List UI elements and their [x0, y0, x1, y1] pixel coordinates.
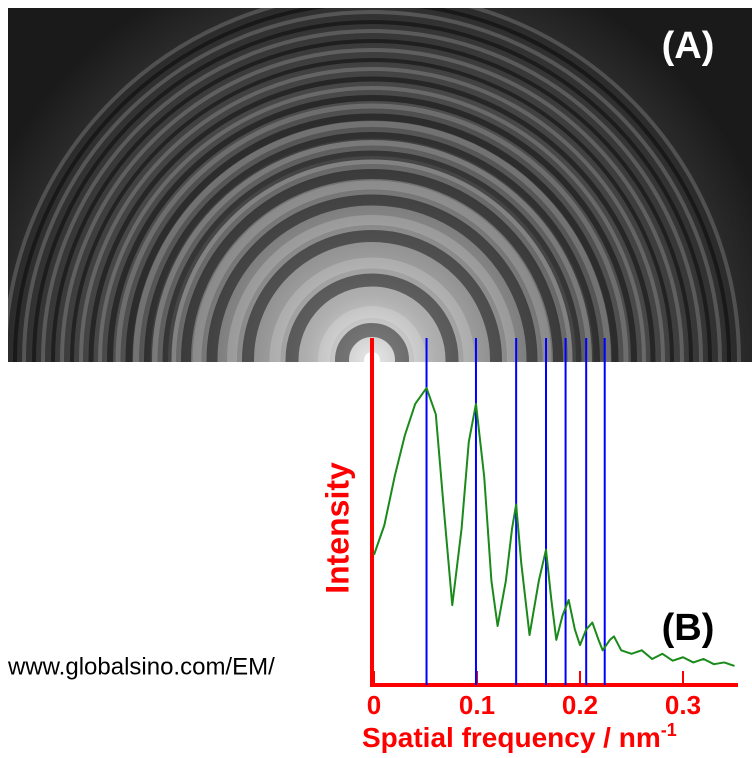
ring [168, 156, 576, 362]
ring [60, 48, 684, 362]
ring [133, 121, 611, 362]
diffraction-image [8, 8, 752, 362]
ring [41, 29, 703, 362]
rings [8, 8, 741, 362]
panel-label: (A) [662, 25, 715, 67]
x-axis-label-sup: -1 [661, 720, 677, 740]
ring [107, 95, 637, 362]
ring [22, 10, 722, 362]
ring [285, 273, 459, 362]
watermark: www.globalsino.com/EM/ [7, 653, 275, 680]
x-axis-label-text: Spatial frequency / nm [362, 722, 661, 753]
ring [150, 138, 594, 362]
image-background [8, 8, 752, 362]
ring [206, 194, 538, 362]
ring [79, 67, 665, 362]
intensity-curve [373, 386, 735, 667]
ring [242, 230, 502, 362]
x-tick-label: 0.2 [562, 690, 598, 720]
ring [13, 8, 731, 362]
ring [70, 58, 674, 362]
ring [181, 169, 563, 362]
ring [162, 150, 582, 362]
ring [269, 257, 475, 362]
ring [51, 39, 693, 362]
x-tick-label: 0 [367, 690, 381, 720]
panel-label: (B) [662, 607, 715, 649]
ring [98, 86, 646, 362]
ring [8, 8, 741, 362]
ring [88, 76, 656, 362]
ring [227, 215, 517, 362]
ring [318, 306, 426, 362]
ring [125, 113, 619, 362]
y-axis-label: Intensity [319, 462, 355, 594]
x-tick-label: 0.1 [459, 690, 495, 720]
ring [144, 132, 600, 362]
ring [115, 103, 629, 362]
x-axis-label: Spatial frequency / nm-1 [362, 720, 677, 754]
x-tick-label: 0.3 [665, 690, 701, 720]
ring [335, 323, 409, 362]
ring [32, 20, 712, 362]
